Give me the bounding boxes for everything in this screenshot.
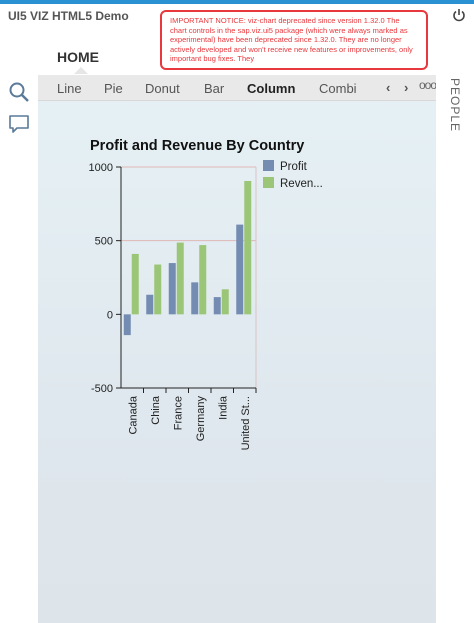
bar-profit [168,263,176,315]
right-panel [436,75,474,623]
plot-area: 1000 500 0 -500 Canada China France Germany Indi… [89,160,323,450]
bar-profit [146,294,154,315]
comment-icon[interactable] [8,113,30,135]
home-tab[interactable]: HOME [57,49,99,65]
bar-revenue [176,242,184,315]
bar-profit [191,282,199,315]
x-tick-label: France [172,396,184,430]
tab-next-arrow[interactable]: › [404,80,409,95]
tab-pie[interactable]: Pie [104,81,123,96]
x-tick-label: Canada [127,395,139,434]
power-icon[interactable] [452,8,466,22]
bar-revenue [154,264,162,315]
legend-swatch [263,160,274,171]
x-tick-label: China [150,395,162,425]
bar-revenue [199,245,207,315]
y-tick-label: 1000 [89,162,113,174]
chart-title: Profit and Revenue By Country [90,138,304,154]
legend-label: Profit [280,161,308,173]
legend-label: Reven... [280,178,323,190]
bar-revenue [221,289,229,315]
people-panel-label[interactable]: PEOPLE [448,78,462,133]
bar-profit [123,314,131,336]
tab-overflow-icon[interactable]: ooo [419,78,437,92]
main-content: Line Pie Donut Bar Column Combi ‹ › ooo … [38,75,437,623]
legend-swatch [263,177,274,188]
deprecation-notice: IMPORTANT NOTICE: viz-chart deprecated s… [160,10,428,70]
top-accent-bar [0,0,474,4]
tab-line[interactable]: Line [57,81,82,96]
tab-combi[interactable]: Combi [319,81,357,96]
bar-revenue [131,253,139,315]
x-tick-label: Germany [195,396,207,442]
bar-profit [236,224,244,315]
tab-prev-arrow[interactable]: ‹ [386,80,391,95]
y-tick-label: 500 [95,236,113,248]
tab-bar[interactable]: Bar [204,81,225,96]
bar-profit [213,297,221,315]
x-tick-label: India [217,395,229,420]
y-tick-label: 0 [107,309,113,321]
chart-type-tabbar: Line Pie Donut Bar Column Combi ‹ › ooo [38,75,437,101]
app-title: UI5 VIZ HTML5 Demo [8,9,129,23]
bar-revenue [244,180,252,315]
home-tab-indicator [74,67,88,74]
y-tick-label: -500 [91,383,113,395]
search-icon[interactable] [8,81,30,103]
x-tick-label: United St... [240,396,252,450]
tab-donut[interactable]: Donut [145,81,180,96]
tab-column[interactable]: Column [247,81,296,96]
notice-text: IMPORTANT NOTICE: viz-chart deprecated s… [170,16,413,63]
column-chart: Profit and Revenue By Country 1000 500 0 -5… [89,138,323,450]
